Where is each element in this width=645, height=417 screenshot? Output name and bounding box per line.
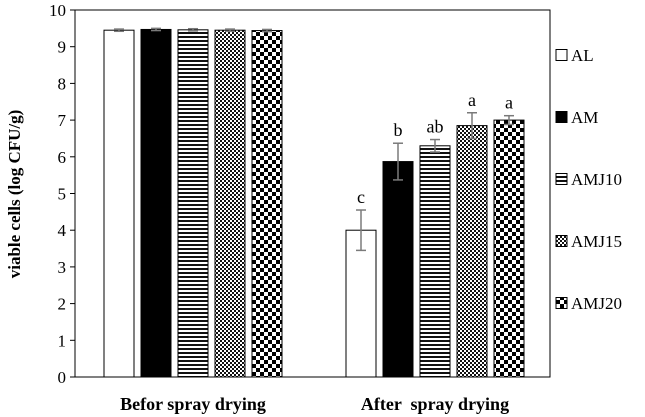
y-tick-label: 9 [58, 38, 67, 57]
y-tick-label: 7 [58, 111, 67, 130]
significance-label: b [394, 120, 403, 140]
legend-swatch [555, 49, 568, 61]
bars: c b ab a a [103, 27, 525, 378]
legend-label: AMJ15 [571, 232, 622, 251]
y-tick-label: 10 [49, 1, 66, 20]
y-tick-label: 3 [58, 258, 67, 277]
y-axis: 0 1 2 3 4 5 6 7 8 9 10 [49, 1, 75, 387]
bar [493, 119, 525, 378]
significance-label: ab [427, 117, 444, 137]
significance-label: c [357, 187, 365, 207]
legend-label: AM [571, 108, 598, 127]
y-tick-label: 5 [58, 185, 67, 204]
legend: AL AM AMJ10 AMJ15 AMJ20 [555, 46, 622, 313]
bar [214, 29, 246, 378]
legend-label: AMJ10 [571, 170, 622, 189]
legend-label: AMJ20 [571, 294, 622, 313]
bar [177, 29, 209, 378]
bar [140, 28, 172, 378]
legend-swatch [555, 173, 568, 185]
bar [345, 229, 377, 378]
category-labels: Befor spray drying After spray drying [120, 394, 509, 414]
category-label: After spray drying [361, 394, 509, 414]
legend-swatch [555, 235, 568, 247]
legend-swatch [555, 297, 568, 309]
category-label: Befor spray drying [120, 394, 266, 414]
legend-swatch [555, 111, 568, 123]
y-tick-label: 0 [58, 368, 67, 387]
bar [419, 145, 451, 378]
y-tick-label: 2 [58, 295, 67, 314]
significance-label: a [468, 90, 476, 110]
significance-label: a [505, 93, 513, 113]
y-tick-label: 6 [58, 148, 67, 167]
y-axis-title: viable cells (log CFU/g) [5, 110, 24, 279]
bar [456, 125, 488, 378]
legend-label: AL [571, 46, 594, 65]
bar [103, 29, 135, 378]
y-tick-label: 4 [58, 221, 67, 240]
y-tick-label: 8 [58, 74, 67, 93]
bar [382, 161, 414, 378]
y-tick-label: 1 [58, 331, 67, 350]
bar [251, 30, 283, 378]
